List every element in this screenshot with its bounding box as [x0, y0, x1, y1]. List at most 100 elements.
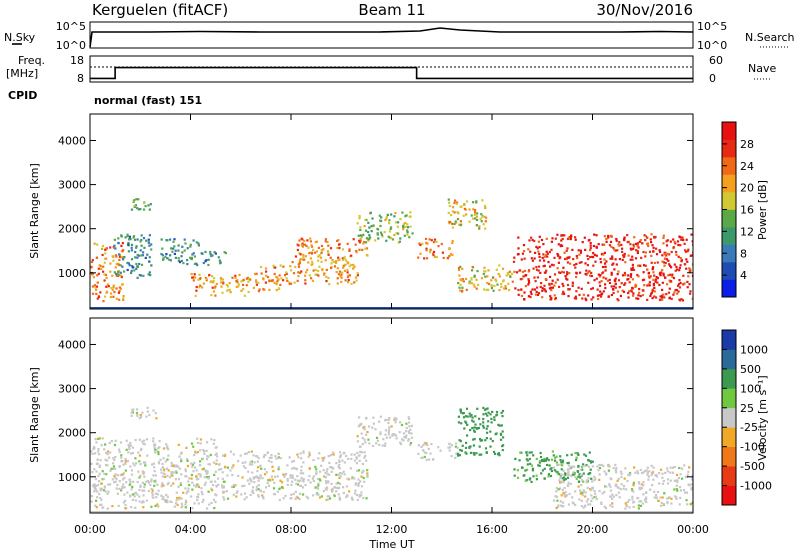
colorbar-tick-label: 8	[740, 247, 747, 260]
scatter-region	[160, 238, 200, 267]
colorbar-tick-label: 500	[740, 363, 761, 376]
colorbar-swatch	[722, 388, 736, 409]
scatter-region	[513, 450, 594, 483]
scatter-region	[90, 242, 125, 303]
colorbar-swatch	[722, 174, 736, 193]
scatter-region	[552, 463, 693, 510]
y-tick-label: 3000	[58, 179, 86, 192]
colorbar-swatch	[722, 427, 736, 447]
velocity-scale-label: Velocity [m s⁻¹]	[756, 375, 769, 460]
frequency-line	[90, 66, 693, 80]
velocity-x-ticks	[89, 318, 694, 513]
x-tick-label: 12:00	[376, 523, 408, 536]
scatter-region	[356, 211, 414, 244]
power-scale-label: Power [dB]	[756, 180, 769, 240]
power-panel: 1000 2000 3000 4000 Slant Range [km]	[28, 113, 694, 310]
velocity-heatmap	[90, 406, 693, 513]
y-tick-label: 2000	[58, 223, 86, 236]
x-tick-labels: 00:00 04:00 08:00 12:00 16:00 20:00 00:00	[74, 523, 709, 536]
power-x-ticks	[89, 114, 694, 309]
colorbar-swatch	[722, 157, 736, 175]
colorbar-swatch	[722, 407, 736, 428]
sky-tick-high: 10^5	[56, 20, 86, 33]
n-sky-label: N.Sky	[4, 31, 36, 44]
scatter-region	[356, 415, 414, 448]
freq-label-line2: [MHz]	[6, 67, 38, 80]
colorbar-swatch	[722, 122, 736, 140]
colorbar-tick-label: -500	[740, 460, 765, 473]
colorbar-tick-label: -100	[740, 441, 765, 454]
y-tick-label: 4000	[58, 338, 86, 351]
power-heatmap	[90, 198, 693, 309]
colorbar-tick-label: 20	[740, 182, 754, 195]
scatter-region	[447, 198, 488, 230]
freq-tick-high: 18	[70, 54, 84, 67]
scatter-region	[90, 437, 218, 510]
y-tick-label: 1000	[58, 267, 86, 280]
x-tick-label: 00:00	[74, 523, 106, 536]
date-label: 30/Nov/2016	[596, 1, 693, 19]
colorbar-swatch	[722, 368, 736, 389]
power-colorbar: 4 8 12 16 20 24 28 Power [dB]	[721, 121, 769, 298]
colorbar-swatch	[722, 192, 736, 210]
colorbar-tick-label: 25	[740, 402, 754, 415]
colorbar-tick-label: 100	[740, 382, 761, 395]
y-tick-label: 4000	[58, 134, 86, 147]
x-tick-label: 00:00	[677, 523, 709, 536]
velocity-y-axis-label: Slant Range [km]	[28, 367, 41, 463]
scatter-region	[417, 441, 459, 461]
freq-label-line1: Freq.	[18, 54, 45, 67]
cpid-label: CPID	[8, 89, 37, 102]
search-tick-high: 10^5	[697, 20, 727, 33]
scatter-region	[215, 450, 369, 502]
power-y-axis-label: Slant Range [km]	[28, 163, 41, 259]
x-tick-label: 20:00	[577, 523, 609, 536]
x-tick-label: 16:00	[476, 523, 508, 536]
colorbar-tick-label: 28	[740, 138, 754, 151]
sky-panel-frame	[89, 21, 694, 49]
power-panel-frame	[89, 113, 694, 310]
scatter-region	[456, 406, 505, 457]
colorbar-swatch	[722, 446, 736, 467]
colorbar-tick-label: -25	[740, 421, 758, 434]
scatter-region	[296, 237, 369, 258]
scatter-region	[200, 250, 227, 267]
colorbar-swatch	[722, 279, 736, 298]
colorbar-swatch	[722, 244, 736, 263]
y-tick-label: 1000	[58, 471, 86, 484]
freq-panel-frame	[89, 55, 694, 83]
scatter-region	[417, 237, 454, 260]
scatter-region	[457, 264, 514, 293]
velocity-y-ticks: 1000 2000 3000 4000	[58, 338, 693, 484]
y-tick-label: 2000	[58, 427, 86, 440]
mode-text: normal (fast) 151	[94, 94, 202, 107]
scatter-region	[291, 255, 359, 286]
colorbar-swatch	[722, 485, 736, 506]
colorbar-swatch	[722, 227, 736, 245]
colorbar-tick-label: 12	[740, 225, 754, 238]
velocity-panel: 1000 2000 3000 4000 Slant Range [km]	[28, 317, 694, 514]
scatter-region	[190, 273, 255, 297]
station-title: Kerguelen (fitACF)	[92, 1, 228, 19]
colorbar-swatch	[722, 262, 736, 280]
colorbar-tick-label: -1000	[740, 480, 772, 493]
x-tick-label: 08:00	[275, 523, 307, 536]
freq-panel: Freq. [MHz] 18 8 60 0 Nave CPID normal (…	[6, 54, 776, 107]
scatter-region	[512, 233, 693, 302]
sky-panel: N.Sky 10^5 10^0 10^5 10^0 N.Search	[4, 20, 795, 52]
colorbar-swatch	[722, 139, 736, 158]
n-sky-line	[89, 27, 694, 48]
beam-label: Beam 11	[358, 1, 425, 19]
colorbar-swatch	[722, 209, 736, 228]
sky-tick-low: 10^0	[56, 39, 86, 52]
nave-label: Nave	[748, 62, 776, 75]
scatter-region	[130, 406, 158, 420]
nave-tick-high: 60	[709, 54, 723, 67]
colorbar-tick-label: 1000	[740, 343, 768, 356]
search-tick-low: 10^0	[697, 39, 727, 52]
colorbar-swatch	[722, 466, 736, 486]
colorbar-tick-label: 16	[740, 204, 754, 217]
colorbar-tick-label: 4	[740, 269, 747, 282]
x-axis-label: Time UT	[368, 538, 414, 551]
scatter-region	[130, 198, 152, 211]
